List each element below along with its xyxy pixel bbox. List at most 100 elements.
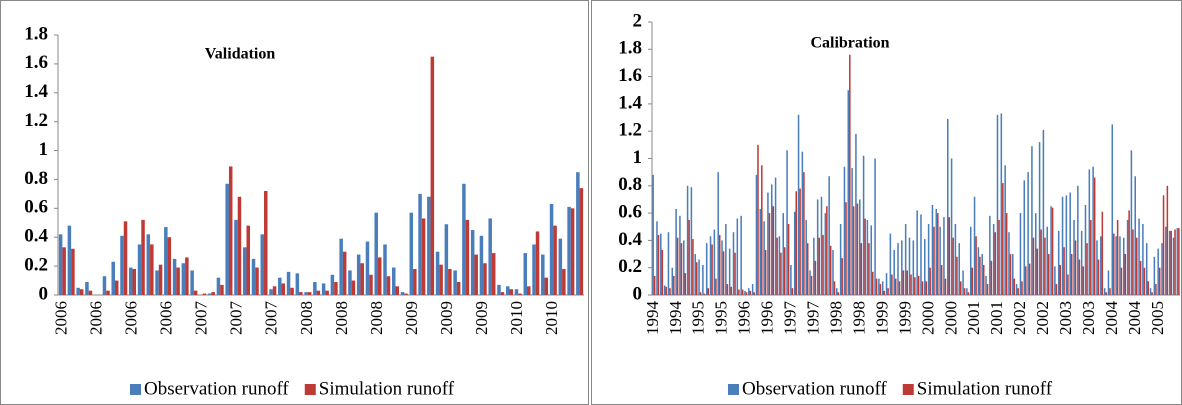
y-tick-label: 1.8 — [618, 38, 642, 59]
bar — [1042, 129, 1045, 295]
bar — [290, 287, 294, 295]
bar — [444, 224, 449, 295]
y-tick-label: 0.4 — [618, 229, 642, 250]
bar — [1054, 266, 1056, 295]
bar — [220, 284, 224, 295]
bar — [228, 166, 233, 295]
legend-label: Observation runoff — [144, 378, 289, 399]
bar — [79, 289, 84, 295]
legend-swatch — [902, 384, 914, 395]
bar — [770, 184, 773, 295]
bar — [1100, 236, 1102, 295]
bar — [956, 256, 958, 295]
bar — [688, 219, 690, 295]
bar — [430, 56, 435, 295]
bar — [123, 221, 128, 295]
bar — [924, 239, 926, 295]
bar — [763, 221, 765, 295]
bar — [657, 234, 660, 295]
bar — [721, 240, 723, 295]
bar — [862, 155, 865, 295]
x-tick-label: 2002 — [1010, 301, 1029, 335]
bar — [780, 252, 782, 295]
bar — [541, 254, 545, 295]
bar — [369, 274, 373, 295]
bar — [1008, 232, 1010, 295]
bar — [751, 284, 754, 295]
bar — [158, 264, 163, 295]
bar — [1132, 229, 1134, 295]
legend-swatch — [130, 384, 141, 395]
bar — [523, 253, 528, 295]
bar — [952, 237, 954, 295]
bar — [67, 225, 72, 295]
bar — [801, 151, 804, 295]
x-tick-label: 2005 — [1148, 301, 1167, 335]
bar — [753, 292, 755, 295]
bar — [532, 244, 536, 295]
bar — [1025, 266, 1027, 295]
bar — [1034, 213, 1037, 295]
y-tick-label: 1.4 — [24, 81, 48, 102]
bar — [912, 240, 915, 295]
x-tick-label: 2003 — [1056, 301, 1075, 335]
bar — [1031, 146, 1033, 295]
x-tick-label: 2006 — [51, 301, 70, 335]
bar — [669, 288, 671, 295]
y-tick-label: 1.8 — [24, 23, 48, 44]
bar — [832, 249, 834, 295]
bar — [1088, 169, 1091, 295]
bar — [544, 277, 549, 295]
bar — [225, 183, 229, 295]
bar — [996, 114, 999, 295]
bar — [1143, 267, 1146, 295]
bar — [937, 213, 939, 295]
bar — [908, 237, 911, 295]
bar — [878, 278, 880, 295]
bar — [1009, 254, 1012, 295]
bar — [851, 168, 853, 295]
bar — [576, 172, 580, 295]
y-tick-label: 1.6 — [618, 65, 642, 86]
bar — [360, 263, 364, 295]
bar — [898, 281, 901, 295]
bar — [939, 226, 941, 295]
bar — [474, 254, 478, 295]
chart-title: Validation — [205, 46, 276, 63]
bar — [1176, 228, 1179, 295]
bar — [885, 273, 888, 295]
y-tick-label: 1.4 — [618, 92, 642, 113]
panel-border — [0, 0, 589, 405]
bar — [374, 212, 378, 295]
bar — [910, 274, 912, 295]
bar — [102, 276, 107, 295]
x-tick-label: 2003 — [1079, 301, 1098, 335]
y-tick-label: 0 — [39, 283, 49, 304]
bar — [883, 290, 886, 295]
bar — [858, 199, 861, 295]
bar — [1136, 237, 1138, 295]
x-tick-label: 2009 — [437, 301, 456, 335]
x-tick-label: 2008 — [367, 301, 386, 335]
bar — [497, 284, 501, 295]
bar — [1015, 284, 1018, 295]
bar — [421, 218, 426, 295]
bar — [1080, 230, 1083, 295]
bar — [958, 243, 960, 295]
bar — [465, 219, 470, 295]
bar — [1158, 267, 1161, 295]
bar — [810, 275, 813, 295]
bar — [272, 286, 277, 295]
bar — [1097, 259, 1100, 295]
bar — [330, 274, 335, 295]
bar — [772, 206, 775, 295]
bar — [251, 258, 256, 295]
bar — [176, 267, 180, 295]
bar — [1065, 195, 1068, 295]
bar — [891, 274, 893, 295]
bar — [826, 206, 828, 295]
bar — [193, 290, 198, 295]
x-tick-label: 1999 — [895, 301, 914, 335]
bar — [977, 247, 980, 295]
bar — [1124, 254, 1127, 295]
